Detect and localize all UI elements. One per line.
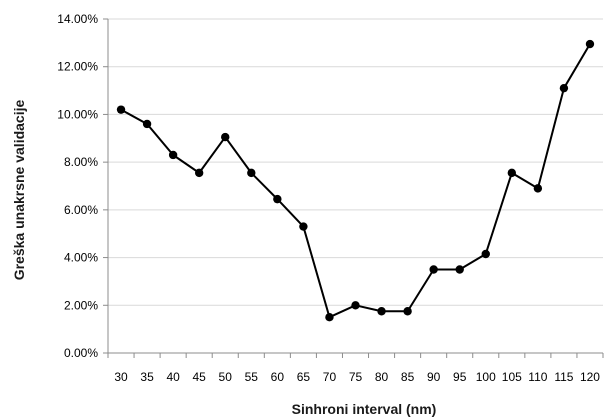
- data-point: [533, 184, 543, 193]
- data-point: [116, 105, 126, 114]
- data-point: [507, 168, 517, 178]
- x-tick-label: 110: [528, 370, 547, 384]
- y-tick-label: 2.00%: [64, 298, 98, 312]
- x-tick-label: 80: [375, 370, 389, 384]
- grid-lines: [108, 18, 603, 306]
- data-point: [481, 249, 490, 259]
- y-tick-label: 8.00%: [64, 155, 98, 169]
- x-tick-label: 30: [114, 370, 128, 384]
- axes: [103, 18, 604, 358]
- y-axis-title: Greška unakrsne validacije: [11, 100, 27, 281]
- x-tick-label: 40: [166, 370, 180, 384]
- y-tick-labels: 0.00% 2.00% 4.00% 6.00% 8.00% 10.00% 12.00% 14.…: [57, 12, 98, 360]
- x-tick-labels: 30 35 40 45 50 55 60 65 70 75 80 85 90 95 100 105 110 115…: [114, 370, 600, 384]
- y-tick-label: 12.00%: [57, 60, 98, 74]
- y-tick-label: 0.00%: [64, 346, 98, 360]
- x-tick-label: 75: [349, 370, 363, 384]
- x-tick-label: 105: [502, 370, 522, 384]
- x-tick-label: 95: [453, 370, 467, 384]
- x-tick-label: 55: [245, 370, 259, 384]
- x-tick-label: 100: [476, 370, 496, 384]
- data-point: [299, 222, 308, 231]
- data-point: [273, 194, 282, 204]
- data-point: [168, 150, 178, 160]
- data-point: [142, 119, 152, 129]
- x-tick-label: 60: [271, 370, 285, 384]
- data-point: [194, 168, 204, 178]
- data-point: [403, 307, 412, 316]
- x-tick-label: 90: [427, 370, 441, 384]
- data-point: [559, 83, 569, 93]
- x-tick-label: 45: [193, 370, 207, 384]
- data-point: [429, 265, 438, 274]
- x-tick-label: 120: [580, 370, 600, 384]
- y-tick-label: 4.00%: [64, 251, 98, 265]
- x-tick-label: 115: [554, 370, 573, 384]
- data-point: [247, 168, 256, 178]
- x-axis-title: Sinhroni interval (nm): [292, 401, 437, 417]
- y-tick-label: 10.00%: [57, 107, 98, 121]
- data-point: [325, 313, 334, 322]
- data-point: [377, 307, 386, 316]
- x-tick-label: 85: [401, 370, 415, 384]
- series-line: [120, 43, 591, 319]
- x-tick-label: 65: [297, 370, 311, 384]
- data-point: [455, 265, 464, 274]
- data-point: [351, 301, 360, 310]
- x-tick-label: 50: [219, 370, 233, 384]
- x-tick-label: 70: [323, 370, 337, 384]
- y-tick-label: 14.00%: [57, 12, 98, 26]
- data-point: [221, 132, 230, 142]
- data-point: [585, 39, 595, 49]
- series: [116, 39, 595, 322]
- y-tick-label: 6.00%: [64, 203, 98, 217]
- x-tick-label: 35: [140, 370, 154, 384]
